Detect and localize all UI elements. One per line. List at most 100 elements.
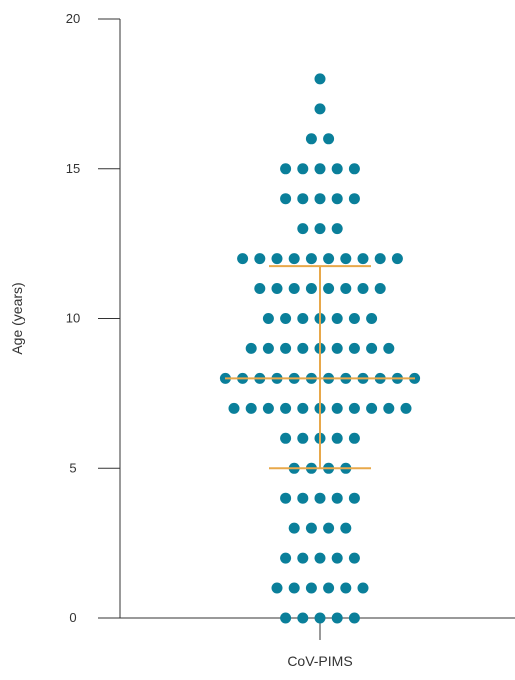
data-point bbox=[245, 342, 257, 354]
data-point bbox=[357, 283, 369, 294]
data-point bbox=[297, 313, 309, 324]
data-point bbox=[331, 163, 343, 175]
data-point bbox=[228, 402, 240, 414]
data-points bbox=[219, 73, 421, 624]
data-point bbox=[340, 283, 352, 294]
data-point bbox=[323, 283, 335, 294]
data-point bbox=[340, 582, 352, 594]
data-point bbox=[280, 193, 292, 205]
data-point bbox=[271, 283, 283, 294]
data-point bbox=[254, 253, 266, 265]
data-point bbox=[262, 342, 274, 354]
data-point bbox=[323, 253, 335, 265]
data-point bbox=[331, 612, 343, 624]
data-point bbox=[383, 342, 395, 354]
data-point bbox=[297, 612, 309, 624]
data-point bbox=[297, 492, 309, 504]
data-point bbox=[348, 193, 360, 205]
data-point bbox=[357, 582, 369, 594]
data-point bbox=[374, 253, 386, 265]
data-point bbox=[383, 402, 395, 414]
data-point bbox=[262, 402, 274, 414]
data-point bbox=[314, 552, 326, 564]
data-point bbox=[262, 313, 274, 324]
data-point bbox=[297, 223, 309, 235]
y-ticks: 0 5 10 15 20 bbox=[66, 11, 120, 625]
data-point bbox=[297, 342, 309, 354]
data-point bbox=[280, 492, 292, 504]
data-point bbox=[348, 432, 360, 444]
data-point bbox=[314, 612, 326, 624]
data-point bbox=[348, 612, 360, 624]
data-point bbox=[331, 223, 343, 235]
data-point bbox=[288, 253, 300, 265]
data-point bbox=[331, 432, 343, 444]
data-point bbox=[280, 612, 292, 624]
data-point bbox=[297, 552, 309, 564]
data-point bbox=[305, 582, 317, 594]
data-point bbox=[314, 223, 326, 235]
data-point bbox=[374, 283, 386, 294]
data-point bbox=[366, 402, 378, 414]
data-point bbox=[357, 253, 369, 265]
summary-lines bbox=[225, 265, 415, 470]
data-point bbox=[340, 522, 352, 534]
y-tick-label: 20 bbox=[66, 11, 80, 26]
data-point bbox=[288, 582, 300, 594]
data-point bbox=[323, 522, 335, 534]
data-point bbox=[280, 402, 292, 414]
data-point bbox=[340, 253, 352, 265]
data-point bbox=[314, 103, 326, 115]
data-point bbox=[271, 582, 283, 594]
data-point bbox=[331, 552, 343, 564]
data-point bbox=[271, 253, 283, 265]
data-point bbox=[305, 522, 317, 534]
data-point bbox=[391, 253, 403, 265]
y-axis-title: Age (years) bbox=[9, 282, 25, 354]
data-point bbox=[288, 522, 300, 534]
y-tick-label: 5 bbox=[69, 460, 76, 475]
data-point bbox=[366, 313, 378, 324]
data-point bbox=[323, 582, 335, 594]
data-point bbox=[280, 163, 292, 175]
data-point bbox=[280, 342, 292, 354]
data-point bbox=[305, 133, 317, 145]
data-point bbox=[297, 432, 309, 444]
data-point bbox=[280, 552, 292, 564]
y-tick-label: 0 bbox=[69, 610, 76, 625]
data-point bbox=[237, 253, 249, 265]
data-point bbox=[348, 402, 360, 414]
data-point bbox=[331, 313, 343, 324]
data-point bbox=[348, 342, 360, 354]
data-point bbox=[366, 342, 378, 354]
data-point bbox=[331, 193, 343, 205]
data-point bbox=[331, 402, 343, 414]
data-point bbox=[305, 283, 317, 294]
data-point bbox=[323, 133, 335, 145]
data-point bbox=[305, 253, 317, 265]
data-point bbox=[314, 492, 326, 504]
data-point bbox=[297, 193, 309, 205]
data-point bbox=[400, 402, 412, 414]
data-point bbox=[314, 163, 326, 175]
data-point bbox=[348, 313, 360, 324]
data-point bbox=[331, 492, 343, 504]
data-point bbox=[280, 313, 292, 324]
axes bbox=[98, 19, 515, 640]
y-tick-label: 10 bbox=[66, 311, 80, 326]
data-point bbox=[348, 552, 360, 564]
data-point bbox=[280, 432, 292, 444]
data-point bbox=[348, 492, 360, 504]
x-category-label: CoV-PIMS bbox=[287, 653, 352, 669]
data-point bbox=[348, 163, 360, 175]
data-point bbox=[288, 283, 300, 294]
data-point bbox=[254, 283, 266, 294]
data-point bbox=[245, 402, 257, 414]
y-tick-label: 15 bbox=[66, 161, 80, 176]
data-point bbox=[314, 193, 326, 205]
data-point bbox=[314, 73, 326, 85]
data-point bbox=[297, 163, 309, 175]
data-point bbox=[331, 342, 343, 354]
data-point bbox=[297, 402, 309, 414]
